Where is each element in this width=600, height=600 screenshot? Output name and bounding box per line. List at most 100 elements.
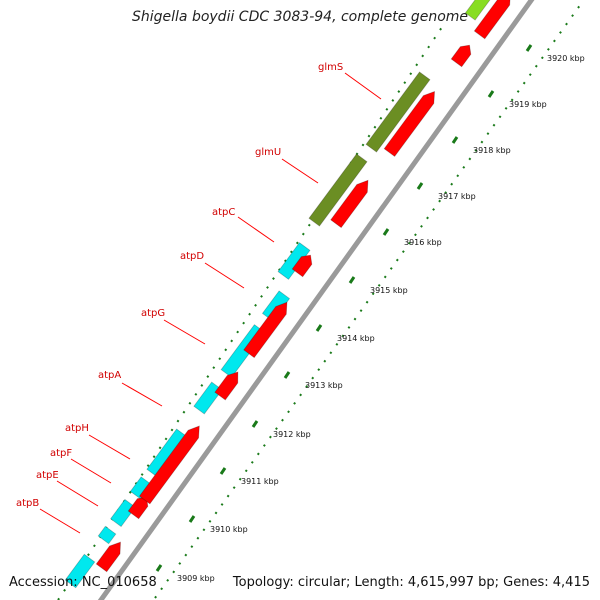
- gene-arrow-red[interactable]: [291, 254, 313, 278]
- outer-scale-ring: [299, 393, 303, 397]
- outer-scale-ring: [414, 233, 417, 237]
- inner-dotted-ring: [87, 553, 90, 557]
- inner-dotted-ring: [391, 99, 395, 102]
- outer-scale-ring: [202, 528, 206, 532]
- outer-scale-ring: [220, 503, 224, 506]
- outer-scale-ring: [323, 359, 327, 363]
- inner-dotted-ring: [146, 464, 150, 468]
- gene-label-glmU[interactable]: glmU: [255, 147, 281, 158]
- backbone-highlight: [94, 0, 526, 600]
- outer-scale-ring: [341, 334, 345, 338]
- inner-dotted-ring: [254, 303, 257, 307]
- scale-label: 3913 kbp: [305, 381, 343, 390]
- outer-scale-ring: [444, 191, 448, 195]
- outer-scale-ring: [196, 536, 200, 540]
- outer-scale-ring: [329, 351, 333, 355]
- inner-dotted-ring: [301, 232, 305, 236]
- outer-scale-ring: [208, 519, 212, 523]
- outer-scale-ring: [178, 562, 182, 565]
- outer-scale-ring: [347, 326, 351, 329]
- gene-block-cyan[interactable]: [64, 553, 96, 589]
- outer-scale-ring: [504, 106, 508, 110]
- gene-block-olive[interactable]: [365, 71, 431, 153]
- scale-tick-major: [283, 371, 291, 379]
- outer-scale-ring: [262, 444, 266, 447]
- scale-tick-major: [219, 467, 227, 475]
- outer-scale-ring: [498, 115, 502, 119]
- gene-arrow-red[interactable]: [473, 0, 511, 40]
- scale-label: 3909 kbp: [177, 574, 215, 583]
- scale-label: 3919 kbp: [509, 100, 547, 109]
- inner-dotted-ring: [284, 259, 287, 263]
- outer-scale-ring: [353, 317, 357, 321]
- gene-arrow-red[interactable]: [450, 44, 472, 68]
- gene-label-leader: [70, 458, 112, 484]
- gene-block-lime[interactable]: [464, 0, 491, 21]
- inner-dotted-ring: [224, 348, 228, 352]
- inner-dotted-ring: [289, 250, 293, 254]
- gene-label-atpB[interactable]: atpB: [16, 498, 39, 509]
- inner-dotted-ring: [367, 134, 371, 138]
- outer-scale-ring: [474, 149, 478, 152]
- gene-label-atpH[interactable]: atpH: [65, 423, 89, 434]
- outer-scale-ring: [293, 401, 296, 405]
- inner-dotted-ring: [158, 446, 162, 450]
- inner-dotted-ring: [134, 482, 138, 485]
- outer-scale-ring: [401, 250, 405, 254]
- inner-dotted-ring: [260, 294, 263, 298]
- inner-dotted-ring: [433, 36, 437, 40]
- accession-text: Accession: NC_010658: [9, 575, 157, 590]
- outer-scale-ring: [160, 587, 164, 591]
- scale-label: 3912 kbp: [273, 430, 311, 439]
- gene-label-atpC[interactable]: atpC: [212, 207, 235, 218]
- outer-scale-ring: [335, 342, 339, 346]
- inner-dotted-ring: [409, 72, 413, 76]
- inner-dotted-ring: [63, 588, 66, 592]
- inner-dotted-ring: [200, 384, 204, 387]
- inner-dotted-ring: [128, 490, 132, 494]
- gene-label-leader: [281, 158, 319, 184]
- gene-arrow-red[interactable]: [214, 371, 239, 401]
- inner-dotted-ring: [194, 392, 198, 396]
- gene-arrow-red[interactable]: [243, 301, 288, 359]
- inner-dotted-ring: [307, 223, 311, 227]
- scale-tick-major: [315, 324, 323, 332]
- inner-dotted-ring: [427, 45, 431, 49]
- outer-scale-ring: [305, 385, 309, 388]
- outer-scale-ring: [232, 486, 236, 490]
- gene-label-atpF[interactable]: atpF: [50, 448, 72, 459]
- outer-scale-ring: [317, 368, 321, 372]
- gene-arrow-red[interactable]: [330, 179, 369, 229]
- inner-dotted-ring: [385, 107, 389, 111]
- scale-label: 3914 kbp: [337, 334, 375, 343]
- gene-arrow-red[interactable]: [383, 90, 436, 157]
- gene-block-cyan[interactable]: [193, 381, 223, 415]
- outer-scale-ring: [420, 224, 423, 228]
- outer-scale-ring: [510, 98, 514, 102]
- gene-block-cyan[interactable]: [277, 242, 311, 280]
- outer-scale-ring: [546, 47, 550, 51]
- scale-label: 3917 kbp: [438, 192, 476, 201]
- inner-dotted-ring: [373, 125, 377, 129]
- gene-block-cyan[interactable]: [97, 525, 117, 545]
- gene-label-atpD[interactable]: atpD: [180, 251, 204, 262]
- outer-scale-ring: [522, 81, 526, 85]
- scale-tick-major: [348, 276, 356, 284]
- inner-dotted-ring: [93, 544, 96, 548]
- inner-dotted-ring: [248, 312, 251, 316]
- outer-scale-ring: [407, 241, 411, 245]
- gene-label-glmS[interactable]: glmS: [318, 62, 343, 73]
- gene-block-olive[interactable]: [308, 153, 368, 227]
- gene-arrow-red[interactable]: [95, 541, 121, 573]
- gene-label-atpA[interactable]: atpA: [98, 370, 121, 381]
- gene-arrow-red[interactable]: [138, 425, 200, 505]
- gene-label-atpE[interactable]: atpE: [36, 470, 59, 481]
- outer-scale-ring: [389, 267, 393, 270]
- gene-label-atpG[interactable]: atpG: [141, 308, 165, 319]
- outer-scale-ring: [365, 300, 369, 304]
- inner-dotted-ring: [182, 410, 186, 414]
- outer-scale-ring: [377, 283, 381, 287]
- outer-scale-ring: [214, 511, 218, 515]
- outer-scale-ring: [462, 165, 466, 169]
